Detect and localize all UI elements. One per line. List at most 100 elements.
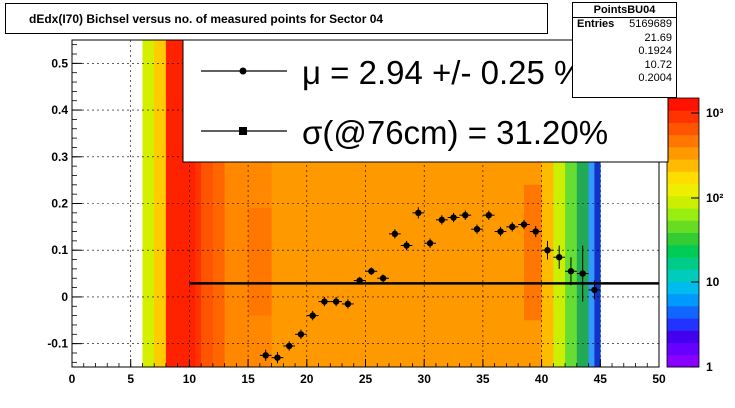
- colorbar-cell: [667, 354, 699, 368]
- colorbar-cell: [667, 146, 699, 160]
- data-point: [377, 274, 389, 282]
- chart-title-box: dEdx(I70) Bichsel versus no. of measured…: [5, 3, 548, 34]
- data-point: [494, 226, 507, 237]
- point-marker: [579, 270, 586, 277]
- colorbar-cell: [667, 195, 699, 209]
- y-tick-label: 0: [61, 290, 68, 304]
- colorbar-cell: [667, 318, 699, 331]
- stats-row: 10.72: [644, 58, 672, 71]
- x-tick-label: 45: [594, 372, 608, 386]
- colorbar-cell: [667, 208, 699, 221]
- x-tick-label: 10: [183, 372, 197, 386]
- y-tick-label: -0.1: [47, 337, 68, 351]
- point-marker: [509, 223, 516, 231]
- legend-mu-text: μ = 2.94 +/- 0.25 %: [302, 54, 583, 91]
- x-tick-label: 15: [241, 372, 255, 386]
- legend-sigma-text: σ(@76cm) = 31.20%: [302, 114, 608, 151]
- colorbar-cell: [667, 330, 699, 344]
- point-marker: [344, 300, 352, 308]
- x-tick-label: 30: [418, 372, 432, 386]
- point-marker: [473, 225, 481, 233]
- point-marker: [520, 221, 528, 228]
- data-point: [471, 224, 483, 234]
- legend-sigma-marker: [239, 127, 247, 135]
- point-marker: [462, 211, 469, 219]
- x-tick-label: 35: [476, 372, 490, 386]
- colorbar-cell: [667, 281, 699, 295]
- colorbar-tick-label: 10³: [706, 106, 723, 120]
- point-marker: [497, 228, 504, 235]
- point-marker: [297, 331, 305, 338]
- y-tick-label: 0.2: [51, 197, 68, 211]
- y-tick-label: 0.5: [51, 56, 68, 70]
- heat-column: [154, 40, 167, 367]
- point-marker: [532, 228, 539, 235]
- x-tick-label: 40: [535, 372, 549, 386]
- data-point: [553, 245, 566, 269]
- point-marker: [415, 209, 422, 217]
- point-marker: [591, 286, 598, 294]
- colorbar-cell: [667, 122, 699, 136]
- data-point: [424, 238, 436, 248]
- point-marker: [485, 211, 492, 219]
- y-tick-label: 0.4: [51, 103, 68, 117]
- data-point: [400, 240, 413, 251]
- x-tick-label: 20: [300, 372, 314, 386]
- colorbar-cell: [667, 220, 699, 233]
- data-point: [506, 222, 519, 232]
- stats-row: Entries 5169689: [577, 18, 672, 30]
- x-tick-label: 5: [127, 372, 134, 386]
- point-marker: [262, 352, 269, 359]
- point-marker: [379, 275, 387, 282]
- data-point: [529, 225, 542, 238]
- data-point: [318, 296, 331, 307]
- colorbar-cell: [667, 171, 699, 185]
- colorbar-cell: [667, 269, 699, 282]
- point-marker: [309, 312, 316, 319]
- point-marker: [391, 230, 399, 238]
- point-marker: [368, 268, 375, 275]
- data-point: [518, 219, 530, 230]
- point-marker: [556, 254, 563, 261]
- data-point: [447, 212, 460, 223]
- data-point: [295, 329, 307, 339]
- stats-row: 21.69: [644, 31, 672, 44]
- data-point: [565, 257, 577, 286]
- point-marker: [285, 342, 293, 350]
- data-point: [388, 229, 401, 239]
- colorbar-frame: [666, 97, 700, 368]
- x-tick-label: 0: [69, 372, 76, 386]
- data-point: [576, 245, 589, 302]
- colorbar-tick-label: 10²: [706, 191, 723, 205]
- x-axis: 0 5 10 15 20 25 30 35 40 45 50: [69, 359, 666, 386]
- stats-name: PointsBU04: [573, 3, 676, 18]
- data-point: [306, 310, 319, 321]
- stats-row: 0.1924: [638, 45, 672, 57]
- data-point: [435, 215, 448, 225]
- chart-title: dEdx(I70) Bichsel versus no. of measured…: [29, 11, 384, 26]
- colorbar-cell: [667, 134, 699, 148]
- data-point: [259, 349, 272, 361]
- point-marker: [332, 298, 340, 305]
- data-points: [259, 207, 601, 364]
- point-marker: [567, 268, 575, 275]
- data-point: [482, 210, 495, 220]
- colorbar-cell: [667, 110, 699, 123]
- colorbar-cell: [667, 342, 699, 356]
- data-point: [588, 280, 601, 300]
- heat-band: [523, 184, 542, 321]
- colorbar-cell: [667, 159, 699, 172]
- data-point: [459, 210, 472, 220]
- data-point: [353, 276, 366, 285]
- colorbar-tick-label: 1: [706, 360, 713, 374]
- y-tick-label: 0.3: [51, 150, 68, 164]
- x-tick-label: 50: [652, 372, 666, 386]
- data-point: [365, 267, 378, 275]
- point-marker: [403, 242, 410, 249]
- heat-band: [248, 208, 272, 316]
- point-marker: [274, 354, 281, 361]
- data-point: [541, 240, 554, 260]
- point-marker: [356, 277, 363, 284]
- stats-box: PointsBU04 Entries 5169689 21.69 0.1924 1…: [572, 2, 677, 98]
